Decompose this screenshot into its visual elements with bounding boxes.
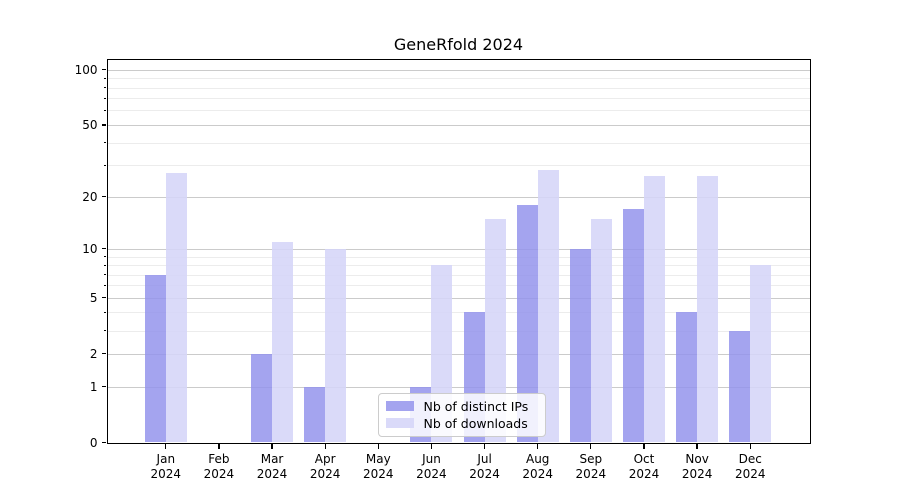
legend-swatch-distinct-ips — [385, 401, 414, 411]
y-minor-tick — [103, 311, 107, 313]
gridline-minor — [107, 165, 810, 167]
bar-downloads-nov — [697, 176, 719, 443]
legend-item-downloads: Nb of downloads — [385, 415, 537, 431]
y-tick — [101, 69, 106, 71]
gridline-major — [107, 69, 810, 71]
y-tick-label: 1 — [89, 379, 98, 394]
y-minor-tick — [103, 87, 107, 89]
y-minor-tick — [103, 97, 107, 99]
y-tick-label: 100 — [74, 62, 98, 77]
bar-downloads-apr — [325, 248, 347, 443]
bar-downloads-dec — [750, 265, 772, 443]
gridline-major — [107, 386, 810, 388]
y-tick — [101, 385, 106, 388]
y-tick-label: 50 — [82, 117, 98, 132]
x-tick-label: Mar 2024 — [256, 451, 288, 481]
y-minor-tick — [103, 256, 107, 257]
bar-distinct-ips-dec — [729, 330, 751, 443]
legend-label-downloads: Nb of downloads — [423, 415, 528, 431]
y-tick-label: 0 — [89, 435, 98, 450]
x-tick-label: Apr 2024 — [309, 451, 341, 481]
legend-swatch-downloads — [385, 418, 414, 428]
gridline-minor — [107, 256, 810, 258]
x-tick-label: May 2024 — [363, 451, 394, 481]
y-tick — [101, 353, 106, 355]
x-tick-label: Jan 2024 — [150, 451, 182, 481]
gridline-minor — [107, 312, 810, 314]
legend-label-distinct-ips: Nb of distinct IPs — [423, 398, 529, 414]
x-tick — [643, 444, 645, 449]
x-tick — [430, 444, 433, 449]
bar-downloads-aug — [537, 170, 559, 443]
x-tick-label: Dec 2024 — [734, 451, 766, 481]
x-tick-label: Oct 2024 — [628, 451, 660, 481]
gridline-minor — [107, 330, 810, 332]
x-tick — [537, 444, 539, 449]
x-tick — [696, 444, 698, 449]
legend-item-distinct-ips: Nb of distinct IPs — [385, 398, 537, 414]
y-tick-label: 2 — [89, 346, 98, 361]
bar-distinct-ips-oct — [622, 209, 644, 443]
y-tick — [101, 441, 106, 444]
x-tick-label: Aug 2024 — [522, 451, 553, 481]
bar-downloads-jan — [165, 173, 187, 443]
y-tick-label: 20 — [82, 189, 98, 204]
bar-downloads-oct — [643, 176, 665, 443]
gridline-major — [107, 124, 810, 126]
x-tick-label: Sep 2024 — [575, 451, 607, 481]
y-minor-tick — [103, 330, 107, 332]
gridline-minor — [107, 142, 810, 144]
gridline-major — [107, 248, 810, 250]
x-tick — [271, 444, 273, 449]
y-minor-tick — [103, 274, 107, 276]
bar-downloads-jul — [484, 218, 506, 443]
gridline-minor — [107, 285, 810, 287]
y-minor-tick — [103, 284, 107, 286]
x-tick-label: Feb 2024 — [203, 451, 235, 481]
x-tick-label: Jul 2024 — [469, 451, 500, 481]
x-tick — [324, 444, 326, 449]
bar-downloads-mar — [272, 241, 294, 443]
y-minor-tick — [103, 109, 107, 111]
y-minor-tick — [103, 77, 107, 79]
chart-title: GeneRfold 2024 — [393, 35, 524, 54]
x-tick-label: Nov 2024 — [681, 451, 713, 481]
x-tick-label: Jun 2024 — [416, 451, 447, 481]
gridline-major — [107, 297, 810, 299]
bar-distinct-ips-jan — [144, 274, 166, 443]
bar-distinct-ips-mar — [251, 353, 273, 443]
y-tick-label: 5 — [89, 290, 98, 305]
x-tick — [377, 444, 379, 449]
y-tick — [101, 124, 106, 126]
plot-area: 0 1 2 5 10 20 50 100 Jan 2024 Feb 2024 Mar 2024 Apr… — [75, 58, 811, 481]
bar-distinct-ips-nov — [676, 312, 698, 443]
y-tick-label: 10 — [82, 241, 98, 256]
y-minor-tick — [103, 264, 107, 266]
y-minor-tick — [103, 164, 107, 166]
y-minor-tick — [103, 142, 107, 144]
bar-distinct-ips-aug — [516, 204, 538, 443]
bar-distinct-ips-sep — [569, 248, 591, 443]
gridline-minor — [107, 110, 810, 112]
x-tick — [218, 444, 220, 449]
gridline-minor — [107, 274, 810, 276]
bar-distinct-ips-apr — [304, 386, 326, 443]
y-tick — [101, 248, 106, 250]
y-tick — [101, 297, 106, 299]
y-tick — [101, 195, 106, 198]
gridline-major — [107, 353, 810, 355]
x-tick — [590, 444, 592, 449]
gridline-minor — [107, 98, 810, 100]
x-tick — [483, 444, 486, 449]
legend: Nb of distinct IPs Nb of downloads — [377, 392, 546, 437]
gridline-minor — [107, 265, 810, 266]
gridline-minor — [107, 87, 810, 89]
gridline-major — [107, 196, 810, 198]
x-tick — [165, 444, 167, 449]
gridline-minor — [107, 78, 810, 80]
x-tick — [749, 444, 751, 449]
bar-downloads-sep — [590, 218, 612, 443]
